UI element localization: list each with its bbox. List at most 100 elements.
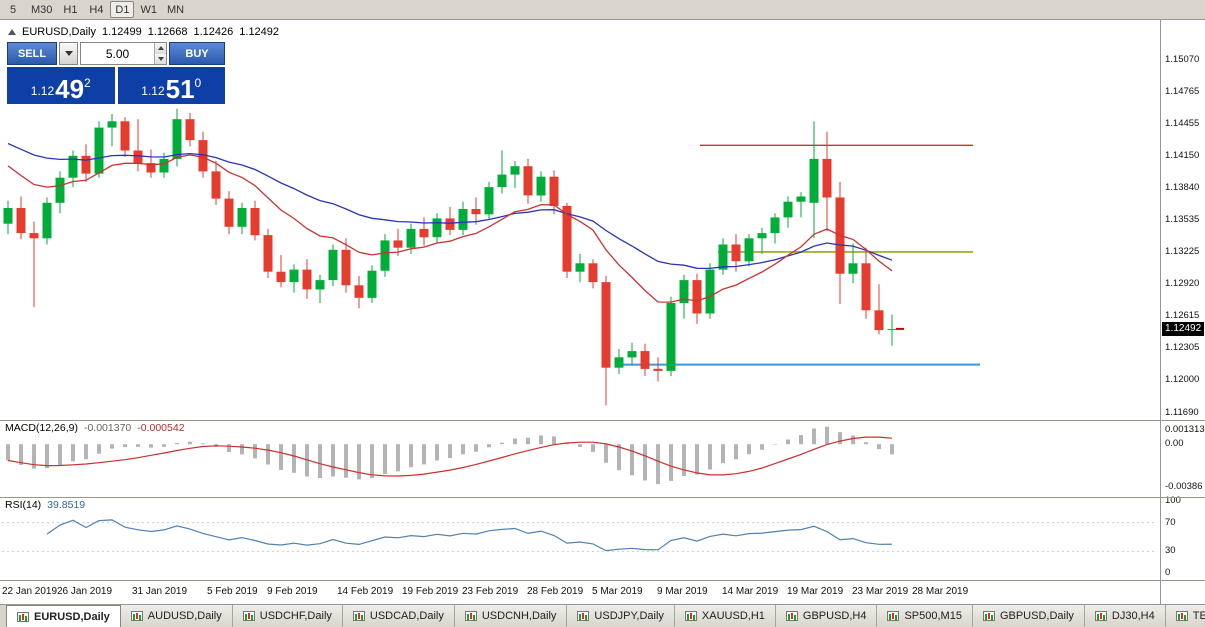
chart-tab-tech100-h1[interactable]: TECH100,H1 [1165,605,1205,627]
macd-name: MACD(12,26,9) [5,422,78,434]
price-axis-label: 1.14765 [1165,86,1200,97]
volume-dropdown-button[interactable] [59,42,78,65]
timeframe-button-m30[interactable]: M30 [31,3,53,16]
chart-tabs-bar: EURUSD,Daily AUDUSD,Daily USDCHF,Daily USDC… [0,604,1205,627]
macd-indicator-chart[interactable] [0,420,1160,497]
date-axis-label: 19 Feb 2019 [402,586,459,597]
spinner-down-icon[interactable] [155,53,166,64]
macd-axis-label: 0.001313 [1165,424,1205,435]
chart-tab-sp500-m15[interactable]: SP500,M15 [877,605,973,627]
chart-icon [887,611,900,621]
timeframe-button-d1[interactable]: D1 [110,1,135,18]
timeframe-button-w1[interactable]: W1 [140,3,157,16]
timeframe-button-h4[interactable]: H4 [89,3,104,16]
chart-tab-label: USDJPY,Daily [594,610,664,622]
chart-tab-usdjpy-daily[interactable]: USDJPY,Daily [567,605,675,627]
chart-tab-usdcad-daily[interactable]: USDCAD,Daily [342,605,455,627]
chart-tab-label: TECH100,H1 [1192,610,1205,622]
chart-icon [17,611,29,622]
date-axis-label: 9 Mar 2019 [657,586,708,597]
rsi-label: RSI(14) 39.8519 [5,499,85,511]
date-axis-label: 5 Mar 2019 [592,586,643,597]
price-axis-label: 1.14455 [1165,118,1200,129]
chart-icon [1094,611,1107,621]
rsi-axis-label: 70 [1165,517,1176,528]
chart-tab-usdcnh-daily[interactable]: USDCNH,Daily [454,605,568,627]
chart-icon [1175,611,1188,621]
price-axis-label: 1.12305 [1165,342,1200,353]
chart-icon [785,611,798,621]
volume-spinner[interactable] [154,43,166,64]
chart-tab-label: EURUSD,Daily [34,610,110,623]
date-axis-label: 28 Mar 2019 [912,586,969,597]
current-price-tag: 1.12492 [1162,322,1205,336]
date-axis-label: 22 Jan 2019 [2,586,58,597]
date-axis-label: 23 Mar 2019 [852,586,909,597]
chart-tab-dj30-h4[interactable]: DJ30,H4 [1084,605,1166,627]
sell-price-big: 49 [55,74,85,104]
panel-separator [0,497,1205,498]
sell-price-display[interactable]: 1.12 49 2 [7,67,115,104]
chart-tab-label: GBPUSD,Daily [999,610,1074,622]
price-axis-label: 1.12615 [1165,310,1200,321]
chart-tab-usdchf-daily[interactable]: USDCHF,Daily [232,605,343,627]
chart-icon [130,611,143,621]
buy-price-display[interactable]: 1.12 51 0 [117,67,225,104]
volume-input[interactable] [81,43,154,64]
timeframe-button-h1[interactable]: H1 [63,3,78,16]
timeframe-toolbar: 5 M30 H1 H4 D1 W1 MN [0,0,1205,20]
chart-symbol-label: EURUSD,Daily [22,26,96,38]
chart-icon [577,611,590,621]
buy-price-sup: 0 [194,76,202,90]
date-axis-label: 28 Feb 2019 [527,586,584,597]
chart-icon [464,611,477,621]
macd-axis-label: 0.00 [1165,438,1184,449]
sell-price-prefix: 1.12 [30,84,55,98]
macd-label: MACD(12,26,9) -0.001370 -0.000542 [5,422,185,434]
rsi-name: RSI(14) [5,499,42,511]
price-axis-label: 1.13535 [1165,214,1200,225]
macd-signal-value: -0.000542 [137,422,185,434]
rsi-axis-label: 30 [1165,545,1176,556]
buy-button[interactable]: BUY [169,42,225,65]
candlestick-chart[interactable] [0,20,1160,420]
chart-tab-label: AUDUSD,Daily [147,610,222,622]
chart-tab-gbpusd-daily[interactable]: GBPUSD,Daily [972,605,1085,627]
sell-button[interactable]: SELL [7,42,57,65]
chart-tab-label: USDCNH,Daily [481,610,557,622]
chart-tab-audusd-daily[interactable]: AUDUSD,Daily [120,605,233,627]
chevron-down-icon [64,51,73,56]
price-axis-label: 1.11690 [1165,407,1199,418]
date-axis-label: 9 Feb 2019 [267,586,318,597]
spinner-up-icon[interactable] [155,43,166,54]
ohlc-low: 1.12426 [193,26,234,38]
price-axis-label: 1.13225 [1165,246,1200,257]
chart-tab-label: SP500,M15 [904,610,962,622]
date-axis-label: 14 Feb 2019 [337,586,394,597]
rsi-axis-label: 100 [1165,495,1181,506]
chart-icon [982,611,995,621]
date-axis-label: 14 Mar 2019 [722,586,779,597]
date-axis[interactable]: 22 Jan 2019 26 Jan 2019 31 Jan 2019 5 Feb 2… [0,580,1160,604]
timeframe-button-mn[interactable]: MN [166,3,185,16]
price-axis[interactable]: 1.15070 1.14765 1.14455 1.14150 1.13840 1.135… [1160,20,1205,604]
chart-tab-label: DJ30,H4 [1111,610,1155,622]
rsi-axis-label: 0 [1165,567,1171,578]
chart-icon [352,611,365,621]
rsi-indicator-chart[interactable] [0,497,1160,580]
panel-separator [0,420,1205,421]
chart-tab-label: USDCHF,Daily [259,610,332,622]
panel-separator [0,580,1205,581]
chart-tab-gbpusd-h4[interactable]: GBPUSD,H4 [775,605,878,627]
chart-tab-eurusd-daily[interactable]: EURUSD,Daily [6,605,121,627]
chart-tab-xauusd-h1[interactable]: XAUUSD,H1 [674,605,776,627]
date-axis-label: 23 Feb 2019 [462,586,519,597]
sell-price-sup: 2 [84,76,91,90]
price-axis-label: 1.12920 [1165,278,1200,289]
timeframe-button-5[interactable]: 5 [9,3,17,16]
price-axis-label: 1.13840 [1165,182,1200,193]
date-axis-label: 26 Jan 2019 [57,586,113,597]
date-axis-label: 31 Jan 2019 [132,586,188,597]
chart-tab-label: XAUUSD,H1 [701,610,765,622]
